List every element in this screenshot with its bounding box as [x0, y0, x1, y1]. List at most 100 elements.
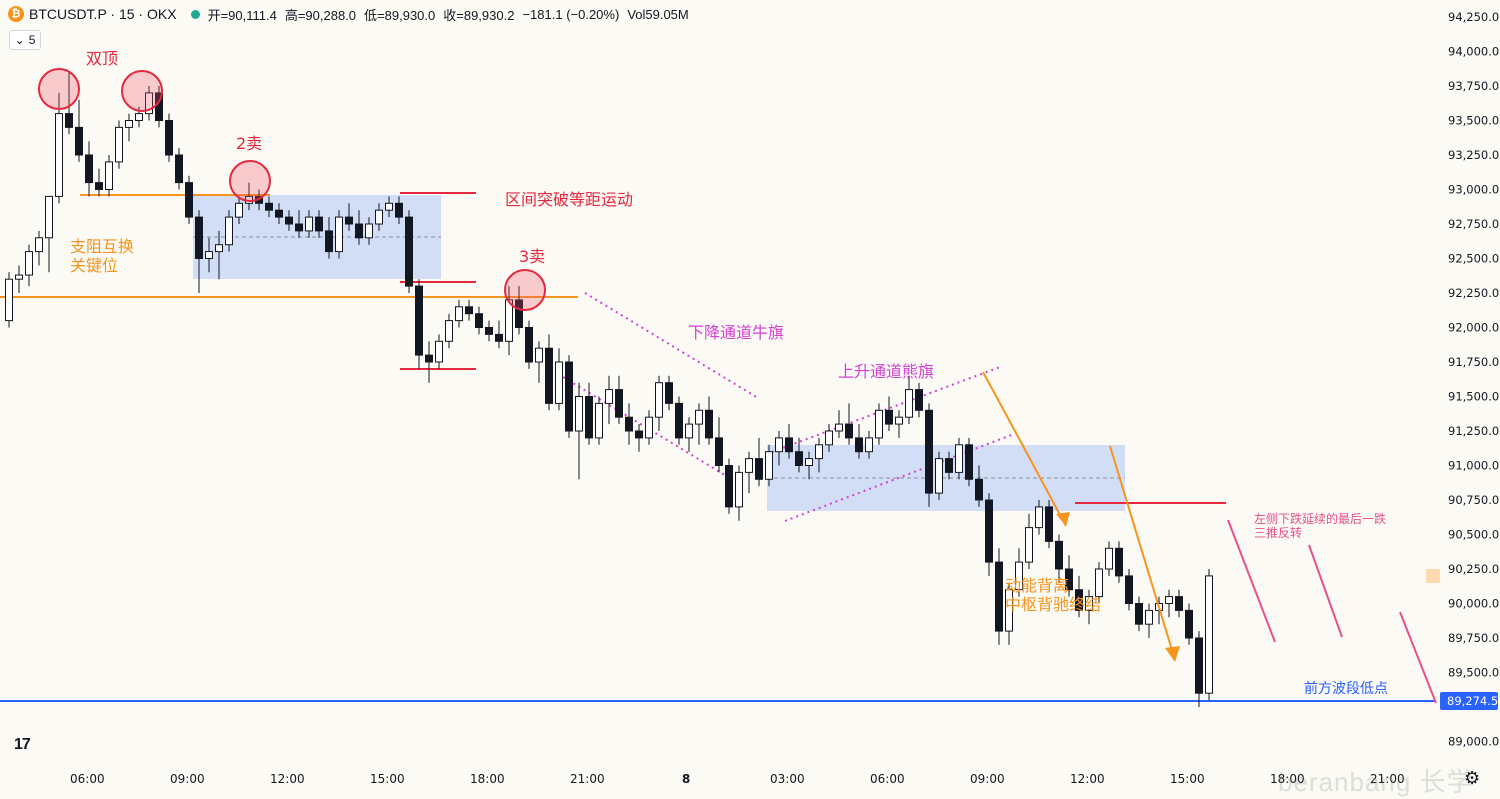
divergence-label-1: 动能背离 — [1005, 576, 1069, 595]
candle-body — [675, 402, 683, 439]
candle-body — [975, 478, 983, 501]
candle-body — [275, 209, 283, 218]
candle-body — [225, 216, 233, 246]
candle-body — [1035, 506, 1043, 529]
candle-body — [1185, 609, 1193, 639]
bear-flag-label: 上升通道熊旗 — [838, 362, 934, 381]
candle-body — [535, 347, 543, 363]
price-axis-tick: 92,250.0 — [1448, 286, 1499, 300]
candle-body — [1195, 637, 1203, 694]
candle-body — [995, 561, 1003, 632]
candle-body — [935, 458, 943, 494]
candle-body — [1205, 575, 1213, 694]
price-axis-tick: 91,750.0 — [1448, 355, 1499, 369]
candle-body — [1135, 603, 1143, 625]
candle-body — [25, 251, 33, 276]
time-axis-tick: 12:00 — [270, 772, 305, 786]
candle-body — [295, 223, 303, 232]
down-leg-arrow-1 — [982, 371, 1067, 527]
candle-body — [1015, 561, 1023, 591]
candle-body — [1085, 596, 1093, 611]
change-value: −181.1 (−0.20%) — [522, 6, 620, 22]
price-axis-tick: 91,500.0 — [1448, 390, 1499, 404]
candle-body — [765, 451, 773, 480]
candle-body — [1175, 596, 1183, 611]
bull-flag-channel-upper — [584, 292, 759, 399]
candle-body — [845, 423, 853, 439]
sell2-circle — [229, 160, 271, 202]
close-value: 收=89,930.2 — [443, 7, 515, 23]
open-value: 开=90,111.4 — [207, 7, 277, 23]
price-axis-tick: 93,000.0 — [1448, 183, 1499, 197]
symbol-label[interactable]: BTCUSDT.P · 15 · OKX — [29, 6, 177, 22]
price-axis-tick: 92,000.0 — [1448, 321, 1499, 335]
candle-body — [555, 361, 563, 404]
candle-body — [1115, 547, 1123, 577]
price-axis-tick: 92,500.0 — [1448, 252, 1499, 266]
candle-body — [15, 274, 23, 280]
prior-low-label: 前方波段低点 — [1304, 680, 1388, 697]
three-push-arrow-2 — [1308, 544, 1343, 638]
time-axis-tick: 15:00 — [370, 772, 405, 786]
candle-body — [585, 396, 593, 439]
candle-body — [1095, 568, 1103, 598]
candle-body — [955, 444, 963, 473]
time-axis-tick: 8 — [682, 772, 690, 786]
candle-body — [205, 251, 213, 260]
time-axis-tick: 12:00 — [1070, 772, 1105, 786]
candle-body — [1065, 568, 1073, 591]
candle-body — [75, 126, 83, 156]
price-axis-tick: 89,000.0 — [1448, 735, 1499, 749]
time-axis-tick: 06:00 — [70, 772, 105, 786]
current-price-label: 89,274.5 — [1447, 694, 1498, 708]
candle-body — [725, 465, 733, 508]
candle-body — [35, 237, 43, 253]
candle-body — [715, 437, 723, 466]
candle-body — [115, 126, 123, 163]
candle-body — [985, 499, 993, 563]
candle-body — [895, 416, 903, 425]
candle-body — [645, 416, 653, 439]
price-axis-tick: 90,250.0 — [1448, 562, 1499, 576]
time-axis-tick: 03:00 — [770, 772, 805, 786]
candle-body — [1125, 575, 1133, 605]
candle-body — [315, 216, 323, 232]
bitcoin-icon: ₿ — [8, 6, 24, 22]
time-axis-tick: 21:00 — [570, 772, 605, 786]
candle-body — [485, 327, 493, 335]
candle-body — [405, 216, 413, 287]
candle-body — [125, 120, 133, 128]
sell2-label: 2卖 — [236, 134, 262, 153]
double-top-circle-right — [121, 70, 163, 112]
double-top-circle-left — [38, 68, 80, 110]
candle-body — [385, 202, 393, 211]
candle-body — [665, 382, 673, 404]
chart-header: ₿ BTCUSDT.P · 15 · OKX 开=90,111.4 高=90,2… — [8, 4, 697, 24]
candle-body — [605, 389, 613, 404]
candle-body — [135, 113, 143, 121]
candle-body — [365, 223, 373, 239]
candle-body — [455, 306, 463, 322]
candle-body — [655, 382, 663, 418]
candle-body — [745, 458, 753, 473]
candle-body — [1105, 547, 1113, 570]
candle-body — [55, 113, 63, 197]
candle-body — [615, 389, 623, 418]
gear-icon[interactable]: ⚙ — [1464, 768, 1481, 788]
tradingview-logo[interactable]: 17 — [14, 736, 31, 753]
range-breakout-label: 区间突破等距运动 — [505, 190, 633, 209]
price-axis-tick: 91,250.0 — [1448, 424, 1499, 438]
candle-body — [915, 389, 923, 411]
candle-body — [65, 113, 73, 128]
time-axis-tick: 15:00 — [1170, 772, 1205, 786]
bear-flag-channel-lower — [784, 433, 1015, 522]
watermark-text: beranbang 长学 — [1278, 767, 1474, 797]
candle-body — [145, 92, 153, 115]
candle-body — [825, 430, 833, 446]
price-axis-tick: 94,000.0 — [1448, 45, 1499, 59]
indicator-collapse-button[interactable]: ⌄ 5 — [9, 30, 41, 50]
chevron-down-icon: ⌄ — [14, 33, 25, 47]
candle-body — [195, 216, 203, 260]
